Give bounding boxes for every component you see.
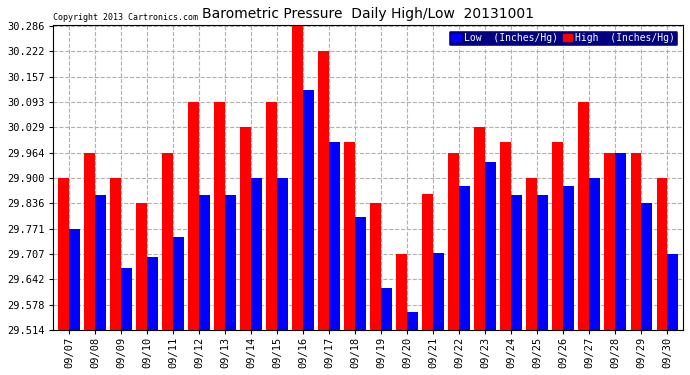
Bar [251,178,262,330]
Bar [277,178,288,330]
Bar [162,153,173,330]
Bar [642,203,652,330]
Bar [526,178,538,330]
Bar [58,178,69,330]
Bar [147,256,158,330]
Bar [589,178,600,330]
Bar [553,142,563,330]
Bar [448,153,460,330]
Bar [667,254,678,330]
Bar [329,142,340,330]
Text: Copyright 2013 Cartronics.com: Copyright 2013 Cartronics.com [53,13,199,22]
Bar [475,127,485,330]
Bar [578,102,589,330]
Bar [511,195,522,330]
Bar [240,127,251,330]
Bar [266,102,277,330]
Bar [485,162,496,330]
Bar [422,194,433,330]
Title: Barometric Pressure  Daily High/Low  20131001: Barometric Pressure Daily High/Low 20131… [202,7,534,21]
Bar [355,217,366,330]
Bar [188,102,199,330]
Bar [631,153,642,330]
Bar [121,268,132,330]
Bar [656,178,667,330]
Bar [95,195,106,330]
Bar [225,195,236,330]
Bar [318,51,329,330]
Bar [371,203,382,330]
Bar [500,142,511,330]
Bar [215,102,225,330]
Bar [199,195,210,330]
Bar [69,229,80,330]
Bar [303,90,314,330]
Bar [396,254,407,330]
Bar [604,153,615,330]
Bar [433,253,444,330]
Bar [110,178,121,330]
Legend: Low  (Inches/Hg), High  (Inches/Hg): Low (Inches/Hg), High (Inches/Hg) [448,30,678,46]
Bar [538,195,549,330]
Bar [563,186,574,330]
Bar [407,312,418,330]
Bar [173,237,184,330]
Bar [84,153,95,330]
Bar [382,288,392,330]
Bar [344,142,355,330]
Bar [615,153,627,330]
Bar [460,186,471,330]
Bar [136,203,147,330]
Bar [293,26,303,330]
